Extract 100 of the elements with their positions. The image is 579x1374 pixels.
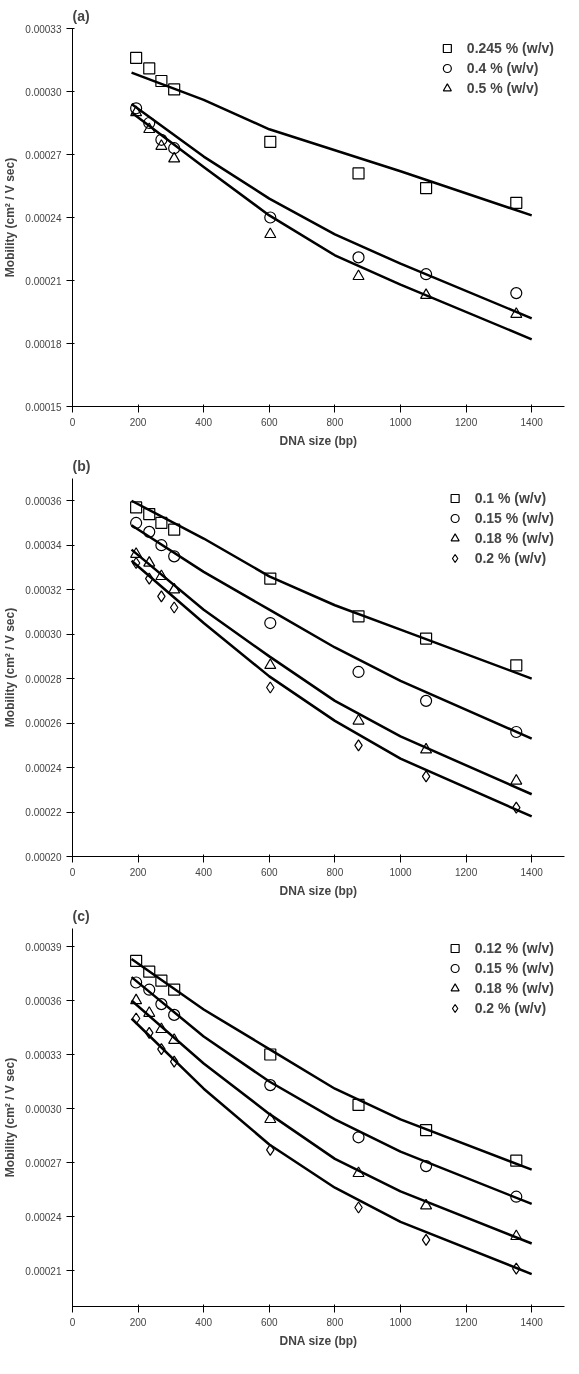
x-tick-label: 1400 [520, 416, 544, 428]
y-tick-label: 0.00020 [25, 851, 62, 863]
y-tick-label: 0.00027 [25, 149, 62, 161]
y-tick-label: 0.00027 [25, 1157, 62, 1169]
point [419, 694, 433, 707]
point [169, 601, 179, 614]
y-tick-label: 0.00021 [25, 275, 62, 287]
x-tick-label: 400 [195, 866, 213, 878]
point [168, 151, 181, 163]
point [510, 725, 523, 739]
x-axis-title: DNA size (bp) [279, 433, 358, 448]
point [130, 501, 143, 514]
y-tick-label: 0.00036 [25, 495, 62, 507]
point [143, 62, 156, 75]
point [130, 993, 143, 1005]
point [419, 1124, 433, 1137]
point [352, 1098, 365, 1111]
point [169, 1055, 179, 1068]
x-tick-label: 800 [326, 1316, 344, 1328]
x-tick-label: 1400 [520, 866, 544, 878]
point [131, 1012, 141, 1025]
point [130, 954, 143, 967]
point [155, 569, 168, 581]
point [352, 251, 365, 264]
x-tick-label: 0 [69, 416, 76, 428]
point [130, 51, 143, 64]
point [168, 983, 181, 996]
x-tick-label: 600 [260, 866, 279, 878]
y-tick-label: 0.00033 [25, 1049, 62, 1061]
point [510, 773, 523, 785]
y-tick-label: 0.00033 [25, 23, 62, 35]
point [352, 665, 365, 679]
x-tick-label: 600 [260, 1316, 279, 1328]
legend-label: 0.18 % (w/v) [474, 530, 554, 546]
x-tick-label: 1200 [454, 866, 478, 878]
point [143, 116, 156, 130]
point [419, 1198, 433, 1210]
point [510, 659, 523, 672]
x-tick-label: 1200 [454, 416, 478, 428]
point [264, 572, 277, 585]
point [168, 1033, 181, 1044]
y-tick-label: 0.00022 [25, 807, 62, 819]
x-tick-label: 0 [69, 866, 76, 878]
y-tick-label: 0.00030 [25, 1103, 62, 1115]
chart-title: (b) [72, 457, 91, 474]
point [168, 142, 181, 155]
legend-label: 0.18 % (w/v) [474, 980, 554, 996]
point [264, 227, 277, 239]
point [264, 211, 277, 224]
legend-label: 0.1 % (w/v) [474, 490, 547, 506]
y-tick-label: 0.00015 [25, 401, 62, 413]
y-tick-label: 0.00024 [25, 762, 62, 774]
point [352, 713, 365, 725]
point [419, 182, 433, 195]
y-tick-label: 0.00030 [25, 86, 62, 98]
x-tick-label: 600 [260, 416, 279, 428]
point [352, 269, 365, 281]
point [168, 83, 181, 96]
point [130, 547, 143, 558]
point [510, 1154, 523, 1167]
point [143, 556, 156, 567]
legend-label: 0.245 % (w/v) [466, 40, 554, 56]
point [155, 133, 168, 146]
point [264, 658, 277, 670]
x-tick-label: 0 [69, 1316, 76, 1328]
point [144, 572, 154, 585]
point [130, 516, 143, 530]
x-axis-title: DNA size (bp) [279, 1333, 358, 1348]
point [155, 74, 168, 88]
point [155, 516, 168, 530]
point [264, 1079, 277, 1092]
legend-label: 0.15 % (w/v) [474, 960, 554, 976]
point [131, 556, 141, 570]
x-tick-label: 200 [129, 866, 147, 878]
point [143, 1006, 156, 1017]
y-tick-label: 0.00024 [25, 1211, 62, 1223]
x-tick-label: 800 [326, 866, 344, 878]
x-tick-label: 800 [326, 416, 344, 428]
legend-label: 0.5 % (w/v) [466, 80, 539, 96]
point [419, 632, 433, 645]
point [419, 288, 433, 299]
y-tick-label: 0.00018 [25, 338, 62, 350]
point [264, 135, 277, 148]
point [264, 616, 277, 630]
point [419, 268, 433, 281]
legend-label: 0.15 % (w/v) [474, 510, 554, 526]
point [510, 196, 523, 209]
point [168, 523, 181, 536]
point [144, 1026, 154, 1039]
y-axis-title: Mobility (cm² / V sec) [3, 607, 18, 728]
point [155, 539, 168, 552]
point [168, 550, 181, 563]
point [421, 1233, 431, 1246]
y-tick-label: 0.00030 [25, 629, 62, 641]
legend-label: 0.2 % (w/v) [474, 550, 547, 566]
y-tick-label: 0.00021 [25, 1265, 62, 1277]
point [510, 287, 523, 300]
point [352, 167, 365, 180]
x-tick-label: 200 [129, 416, 147, 428]
legend-label: 0.2 % (w/v) [474, 1000, 547, 1016]
